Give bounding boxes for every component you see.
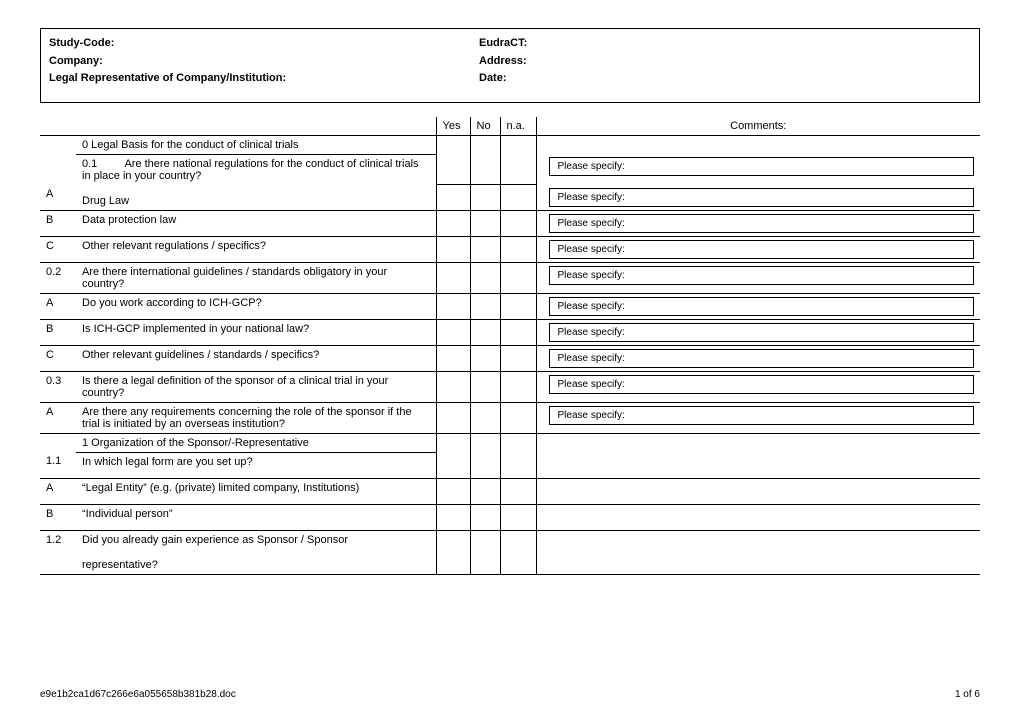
q-id: B [40, 504, 76, 530]
date-label: Date: [479, 70, 507, 88]
address-label: Address: [479, 53, 527, 71]
header-box: Study-Code: EudraCT: Company: Address: L… [40, 28, 980, 103]
comment-box[interactable]: Please specify: [549, 188, 975, 207]
q-id: A [40, 185, 76, 211]
q-text: Is there a legal definition of the spons… [76, 371, 436, 402]
q-id: B [40, 319, 76, 345]
legal-rep-label: Legal Representative of Company/Institut… [49, 70, 479, 88]
q-id: 1.2 [40, 530, 76, 556]
q-id: 0.2 [40, 262, 76, 293]
q-text: Do you work according to ICH-GCP? [76, 293, 436, 319]
q-id: 0.1 [82, 158, 122, 170]
q-id: A [40, 478, 76, 504]
page-footer: e9e1b2ca1d67c266e6a055658b381b28.doc 1 o… [40, 689, 980, 700]
comment-box[interactable]: Please specify: [549, 214, 975, 233]
q-text: Are there national regulations for the c… [82, 158, 419, 182]
q-text: representative? [76, 556, 436, 575]
q-text: Drug Law [76, 185, 436, 211]
q-id: 1.1 [40, 452, 76, 478]
company-label: Company: [49, 53, 479, 71]
q-id: 0.3 [40, 371, 76, 402]
q-text: Data protection law [76, 210, 436, 236]
q-id: A [40, 402, 76, 433]
q-text: Is ICH-GCP implemented in your national … [76, 319, 436, 345]
comment-box[interactable]: Please specify: [549, 240, 975, 259]
study-code-label: Study-Code: [49, 35, 479, 53]
col-comments: Comments: [536, 117, 980, 136]
q-text: Other relevant guidelines / standards / … [76, 345, 436, 371]
col-no: No [470, 117, 500, 136]
q-id: C [40, 236, 76, 262]
comment-box[interactable]: Please specify: [549, 323, 975, 342]
eudract-label: EudraCT: [479, 35, 527, 53]
comment-box[interactable]: Please specify: [549, 266, 975, 285]
comment-box[interactable]: Please specify: [549, 157, 975, 176]
q-text: Did you already gain experience as Spons… [76, 530, 436, 556]
checklist-table: Yes No n.a. Comments: 0 Legal Basis for … [40, 117, 980, 575]
comment-box[interactable]: Please specify: [549, 406, 975, 425]
q-text: “Individual person” [76, 504, 436, 530]
q-id: A [40, 293, 76, 319]
q-id: B [40, 210, 76, 236]
comment-box[interactable]: Please specify: [549, 349, 975, 368]
col-na: n.a. [500, 117, 536, 136]
q-id: C [40, 345, 76, 371]
q-text: “Legal Entity” (e.g. (private) limited c… [76, 478, 436, 504]
footer-filename: e9e1b2ca1d67c266e6a055658b381b28.doc [40, 689, 236, 700]
comment-box[interactable]: Please specify: [549, 375, 975, 394]
q-text: Are there any requirements concerning th… [76, 402, 436, 433]
q-text: Other relevant regulations / specifics? [76, 236, 436, 262]
section1-title: 1 Organization of the Sponsor/-Represent… [76, 433, 436, 452]
comment-box[interactable]: Please specify: [549, 297, 975, 316]
q-text: In which legal form are you set up? [76, 452, 436, 478]
q-text: Are there international guidelines / sta… [76, 262, 436, 293]
section0-title: 0 Legal Basis for the conduct of clinica… [76, 135, 436, 154]
footer-page: 1 of 6 [955, 689, 980, 700]
col-yes: Yes [436, 117, 470, 136]
